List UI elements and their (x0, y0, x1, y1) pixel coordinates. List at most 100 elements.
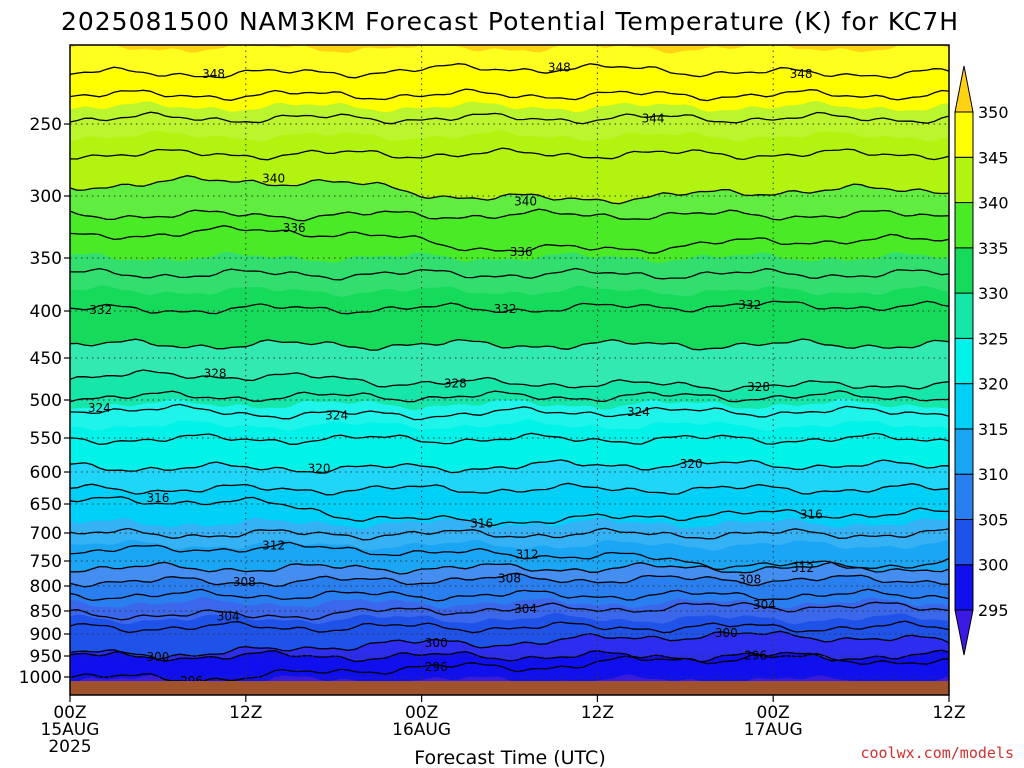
contour-line-304 (70, 601, 949, 621)
contour-label: 348 (790, 67, 813, 81)
x-tick-label: 00Z (405, 703, 438, 723)
y-tick-label: 950 (30, 647, 62, 667)
contour-line-336 (70, 225, 949, 254)
contour-line-316 (70, 496, 949, 527)
contour-label: 324 (325, 409, 348, 423)
contour-label: 336 (283, 221, 306, 235)
colorbar-tick-label: 335 (978, 239, 1009, 258)
colorbar-swatch-335-340 (954, 202, 974, 249)
y-tick-label: 750 (30, 552, 62, 572)
colorbar-swatch-295-300 (954, 564, 974, 611)
contour-label: 348 (202, 67, 225, 81)
contour-line-330 (70, 338, 949, 351)
contour-label: 304 (753, 598, 776, 612)
contour-label: 324 (88, 401, 111, 415)
x-tick-label: 00Z (757, 703, 790, 723)
x-tick-label: 17AUG (744, 720, 803, 740)
contour-label: 332 (494, 302, 517, 316)
colorbar-tick-label: 310 (978, 465, 1009, 484)
fill-subband-310-315 (70, 517, 949, 551)
contour-label: 296 (744, 649, 767, 663)
color-fill-layer (70, 45, 949, 695)
contour-label: 336 (510, 245, 533, 259)
y-tick-label: 600 (30, 463, 62, 483)
contour-line-314 (70, 527, 949, 541)
contour-line-342 (70, 147, 949, 161)
colorbar-swatch-310-315 (954, 428, 974, 475)
fill-subband-340-345 (70, 100, 949, 142)
ground-surface (70, 681, 949, 695)
x-axis-label: Forecast Time (UTC) (414, 747, 605, 768)
contour-line-300 (70, 630, 949, 660)
colorbar-tick-label: 325 (978, 329, 1009, 348)
y-axis: 250 300 350 400 450 500 550 600 650 700 750 800 850 9… (19, 115, 70, 688)
x-tick-label: 16AUG (392, 720, 451, 740)
colorbar: 295 300 305 310 315 320 325 330 335 340 345 350 (954, 65, 1009, 656)
contour-line-338 (70, 208, 949, 222)
contour-line-344 (70, 111, 949, 125)
y-tick-label: 550 (30, 429, 62, 449)
contour-label: 328 (444, 377, 467, 391)
contour-line-328 (70, 369, 949, 393)
chart-title: 2025081500 NAM3KM Forecast Potential Tem… (61, 7, 959, 36)
y-tick-label: 800 (30, 577, 62, 597)
contour-label: 304 (217, 610, 240, 624)
colorbar-swatch-315-320 (954, 383, 974, 430)
contour-line-320 (70, 459, 949, 474)
contour-label: 320 (680, 457, 703, 471)
contour-label: 300 (715, 626, 738, 640)
contour-label: 348 (548, 60, 571, 74)
colorbar-swatch-320-325 (954, 337, 974, 385)
contour-label: 308 (233, 575, 256, 589)
colorbar-tick-label: 320 (978, 375, 1009, 394)
x-tick-label: 2025 (48, 737, 91, 757)
fill-subband-320-325 (70, 398, 949, 432)
x-tick-label: 15AUG (41, 720, 100, 740)
contour-labels: 348 348 348 344 340 340 336 336 332 332 332 328 328 3… (88, 60, 823, 688)
contour-label: 340 (262, 172, 285, 186)
colorbar-tick-label: 300 (978, 556, 1009, 575)
fill-subband-325-330 (70, 339, 949, 392)
contour-label: 320 (308, 462, 331, 476)
contour-line-346 (70, 88, 949, 102)
contour-label: 296 (425, 660, 448, 674)
contour-label: 308 (738, 573, 761, 587)
y-tick-label: 500 (30, 391, 62, 411)
contour-label: 328 (204, 367, 227, 381)
fill-subband-295-300 (70, 631, 949, 662)
grid-lines (70, 45, 949, 695)
x-tick-label: 00Z (53, 703, 86, 723)
contour-label: 332 (89, 303, 112, 317)
colorbar-swatch-330-335 (954, 247, 974, 294)
fill-subband-345-350 (70, 45, 949, 78)
y-tick-label: 900 (30, 625, 62, 645)
plot-area: 348 348 348 344 340 340 336 336 332 332 332 328 328 3… (70, 45, 949, 695)
y-tick-label: 300 (30, 187, 62, 207)
colorbar-tick-label: 330 (978, 284, 1009, 303)
colorbar-bottom-arrow (954, 609, 974, 656)
contour-line-318 (70, 482, 949, 496)
colorbar-tick-label: 295 (978, 601, 1009, 620)
contour-label: 312 (516, 547, 539, 561)
contour-line-332 (70, 300, 949, 315)
credit-link[interactable]: coolwx.com/models (860, 744, 1014, 762)
contour-line-326 (70, 390, 949, 403)
colorbar-swatch-325-330 (954, 292, 974, 339)
fill-subband-315-320 (70, 459, 949, 495)
contour-line-312 (70, 541, 949, 571)
y-tick-label: 850 (30, 602, 62, 622)
contour-line-310 (70, 561, 949, 575)
contour-line-324 (70, 403, 949, 421)
contour-line-322 (70, 432, 949, 446)
colorbar-top-arrow (954, 65, 974, 113)
contour-label: 300 (425, 636, 448, 650)
y-tick-label: 700 (30, 524, 62, 544)
contour-line-334 (70, 267, 949, 281)
contour-line-308 (70, 572, 949, 588)
contour-label: 308 (498, 572, 521, 586)
contour-line-302 (70, 620, 949, 634)
contour-label: 312 (262, 539, 285, 553)
y-tick-label: 250 (30, 115, 62, 135)
contour-label: 316 (146, 491, 169, 505)
